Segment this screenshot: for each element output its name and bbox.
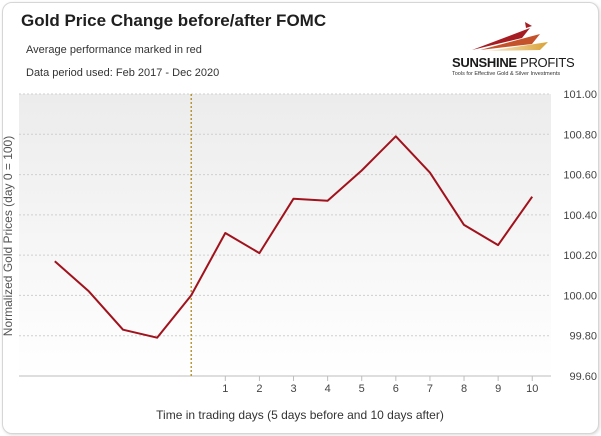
y-tick-label: 101.00 (563, 89, 597, 101)
sunshine-profits-logo: SUNSHINE PROFITS Tools for Effective Gol… (452, 20, 592, 80)
y-axis-label: Normalized Gold Prices (day 0 = 100) (1, 136, 15, 336)
series-line-average-performance (54, 135, 534, 339)
y-tick-label: 100.20 (563, 250, 597, 262)
logo-spark (525, 22, 532, 28)
x-tick-label: 4 (325, 383, 331, 395)
x-tick-label: 3 (290, 383, 296, 395)
logo-ray-orange (480, 34, 540, 50)
logo-ray-red (472, 28, 530, 50)
x-axis-label: Time in trading days (5 days before and … (156, 408, 444, 422)
y-tick-label: 100.80 (563, 129, 597, 141)
chart-subtitle-period: Data period used: Feb 2017 - Dec 2020 (26, 67, 220, 79)
x-tick-label: 6 (393, 383, 399, 395)
logo-name-regular: PROFITS (516, 55, 575, 70)
logo-name-bold: SUNSHINE (452, 55, 517, 70)
x-tick-label: 7 (427, 383, 433, 395)
x-tick-label: 9 (495, 383, 501, 395)
x-tick-label: 2 (256, 383, 262, 395)
y-tick-label: 99.80 (569, 331, 597, 343)
x-tick-label: 1 (222, 383, 228, 395)
logo-tagline: Tools for Effective Gold & Silver Invest… (452, 71, 561, 77)
x-tick-label: 5 (359, 383, 365, 395)
plot-area (19, 94, 551, 376)
chart-subtitle-performance: Average performance marked in red (26, 44, 202, 56)
logo-wordmark: SUNSHINE PROFITS (452, 55, 575, 70)
y-tick-label: 99.60 (569, 371, 597, 383)
y-tick-label: 100.60 (563, 170, 597, 182)
y-tick-label: 100.40 (563, 210, 597, 222)
y-tick-label: 100.00 (563, 290, 597, 302)
logo-ray-gold (488, 42, 548, 51)
x-tick-label: 8 (461, 383, 467, 395)
sunrise-logo-icon (472, 22, 548, 51)
x-tick-label: 10 (526, 383, 538, 395)
chart-title: Gold Price Change before/after FOMC (21, 11, 327, 30)
